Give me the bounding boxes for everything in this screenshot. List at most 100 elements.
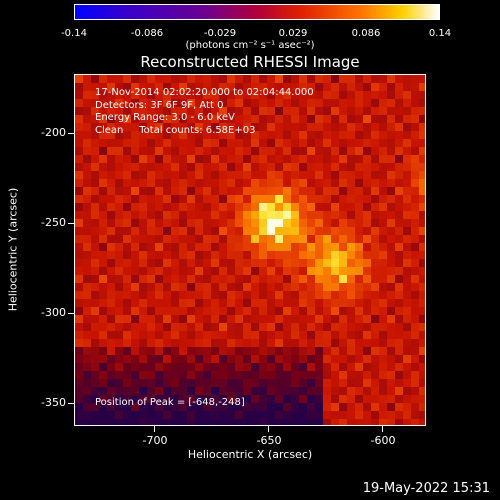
heatmap-cell — [155, 75, 163, 83]
heatmap-cell — [131, 91, 139, 99]
heatmap-cell — [251, 395, 259, 403]
heatmap-cell — [75, 267, 83, 275]
heatmap-cell — [251, 91, 259, 99]
heatmap-cell — [395, 179, 403, 187]
heatmap-cell — [243, 299, 251, 307]
heatmap-cell — [275, 403, 283, 411]
heatmap-cell — [283, 99, 291, 107]
heatmap-cell — [131, 323, 139, 331]
heatmap-cell — [299, 99, 307, 107]
heatmap-cell — [123, 115, 131, 123]
heatmap-cell — [379, 339, 387, 347]
heatmap-cell — [171, 163, 179, 171]
heatmap-cell — [195, 147, 203, 155]
heatmap-cell — [107, 331, 115, 339]
x-tickmark — [268, 426, 269, 432]
heatmap-cell — [283, 275, 291, 283]
heatmap-cell — [99, 355, 107, 363]
heatmap-cell — [307, 395, 315, 403]
heatmap-cell — [91, 187, 99, 195]
heatmap-cell — [379, 283, 387, 291]
heatmap-cell — [131, 387, 139, 395]
heatmap-cell — [347, 331, 355, 339]
heatmap-cell — [291, 99, 299, 107]
heatmap-cell — [251, 323, 259, 331]
heatmap-cell — [139, 155, 147, 163]
heatmap-cell — [115, 235, 123, 243]
heatmap-cell — [251, 147, 259, 155]
heatmap-cell — [307, 267, 315, 275]
heatmap-cell — [387, 267, 395, 275]
heatmap-cell — [363, 379, 371, 387]
heatmap-cell — [267, 91, 275, 99]
heatmap-cell — [139, 243, 147, 251]
heatmap-cell — [379, 403, 387, 411]
heatmap-cell — [219, 275, 227, 283]
heatmap-cell — [75, 171, 83, 179]
heatmap-cell — [347, 115, 355, 123]
heatmap-cell — [163, 251, 171, 259]
heatmap-cell — [243, 171, 251, 179]
heatmap-cell — [171, 379, 179, 387]
heatmap-cell — [291, 227, 299, 235]
heatmap-cell — [115, 243, 123, 251]
heatmap-cell — [147, 283, 155, 291]
heatmap-cell — [419, 323, 425, 331]
heatmap-cell — [107, 203, 115, 211]
heatmap-cell — [75, 123, 83, 131]
heatmap-cell — [243, 211, 251, 219]
heatmap-cell — [363, 259, 371, 267]
heatmap-cell — [203, 379, 211, 387]
heatmap-cell — [387, 107, 395, 115]
heatmap-cell — [227, 203, 235, 211]
heatmap-cell — [395, 259, 403, 267]
heatmap-cell — [403, 411, 411, 419]
heatmap-cell — [187, 339, 195, 347]
heatmap-cell — [251, 371, 259, 379]
heatmap-cell — [387, 331, 395, 339]
heatmap-cell — [323, 355, 331, 363]
heatmap-cell — [291, 267, 299, 275]
heatmap-cell — [115, 187, 123, 195]
heatmap-cell — [203, 347, 211, 355]
heatmap-cell — [299, 307, 307, 315]
heatmap-cell — [331, 243, 339, 251]
heatmap-cell — [315, 307, 323, 315]
heatmap-cell — [403, 179, 411, 187]
heatmap-cell — [107, 99, 115, 107]
heatmap-cell — [171, 347, 179, 355]
heatmap-cell — [267, 211, 275, 219]
heatmap-cell — [275, 147, 283, 155]
heatmap-cell — [107, 75, 115, 83]
heatmap-cell — [203, 171, 211, 179]
heatmap-cell — [259, 275, 267, 283]
heatmap-cell — [163, 275, 171, 283]
heatmap-cell — [131, 251, 139, 259]
heatmap-cell — [187, 323, 195, 331]
heatmap-cell — [155, 299, 163, 307]
heatmap-cell — [355, 307, 363, 315]
heatmap-cell — [91, 83, 99, 91]
heatmap-cell — [323, 115, 331, 123]
heatmap-cell — [123, 235, 131, 243]
heatmap-cell — [251, 291, 259, 299]
heatmap-cell — [131, 203, 139, 211]
heatmap-cell — [291, 411, 299, 419]
heatmap-cell — [91, 211, 99, 219]
colorbar-tick: 0.029 — [278, 28, 308, 39]
heatmap-cell — [355, 419, 363, 425]
heatmap-cell — [179, 355, 187, 363]
heatmap-cell — [331, 123, 339, 131]
heatmap-cell — [251, 411, 259, 419]
heatmap-cell — [235, 139, 243, 147]
heatmap-cell — [299, 115, 307, 123]
heatmap-cell — [171, 395, 179, 403]
heatmap-cell — [195, 251, 203, 259]
heatmap-cell — [331, 179, 339, 187]
heatmap-cell — [219, 395, 227, 403]
heatmap-cell — [219, 347, 227, 355]
heatmap-cell — [283, 395, 291, 403]
heatmap-cell — [387, 283, 395, 291]
heatmap-cell — [227, 307, 235, 315]
heatmap-cell — [171, 115, 179, 123]
